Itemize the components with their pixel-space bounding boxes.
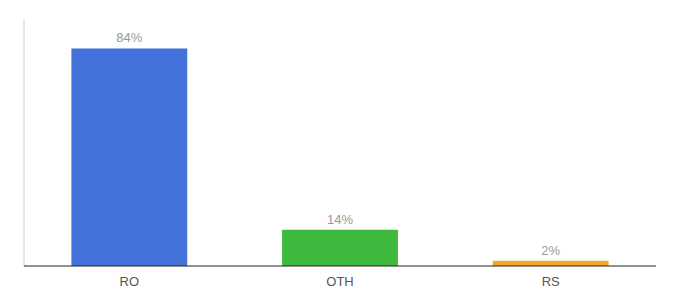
y-axis-line [24,20,25,266]
bars [71,48,608,266]
x-tick-label: OTH [326,274,353,289]
page: {"chart_data": {"type": "bar", "categori… [0,0,680,300]
bar [71,48,187,266]
bar [282,230,398,266]
chart-container: RO OTH RS 84% 14% 2% [0,0,680,300]
x-tick-label: RO [120,274,140,289]
chart-svg: RO OTH RS 84% 14% 2% [0,0,680,300]
x-axis-line [24,265,656,266]
x-tick-label: RS [542,274,560,289]
data-label: 2% [541,243,560,258]
data-label: 14% [327,212,353,227]
data-label: 84% [116,30,142,45]
bar [493,261,609,266]
